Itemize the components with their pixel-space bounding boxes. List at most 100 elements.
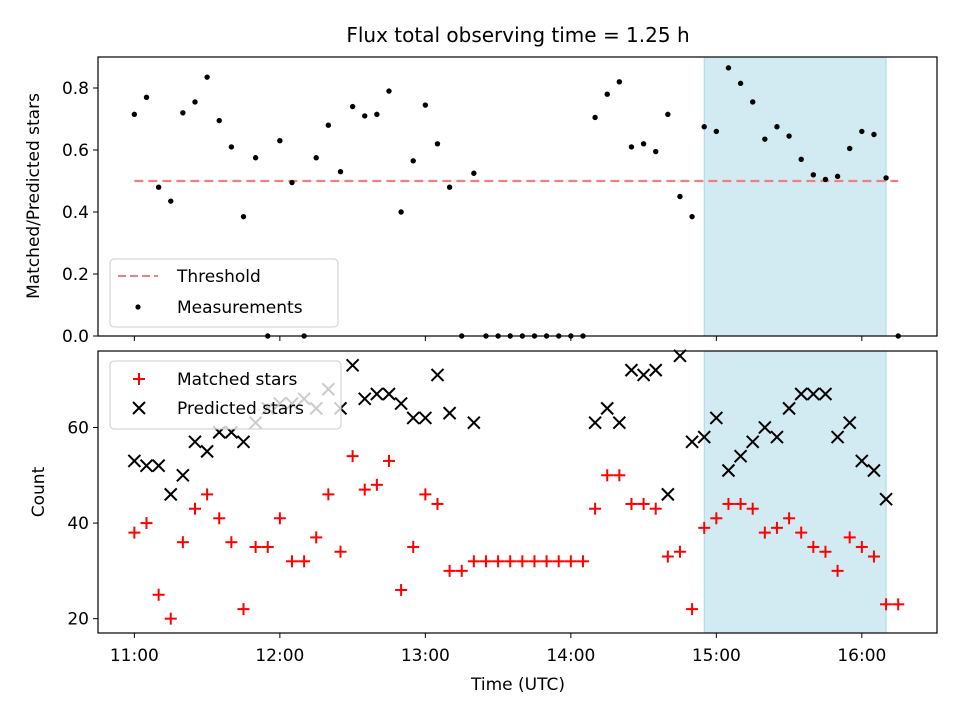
predicted-star-point [733, 449, 748, 463]
legend-measurements-swatch [135, 304, 141, 310]
matched-star-point [892, 598, 905, 611]
predicted-star-point [430, 368, 445, 382]
predicted-star-point [188, 435, 202, 449]
matched-star-point [213, 512, 226, 525]
predicted-star-point [818, 387, 833, 401]
measurement-point [131, 111, 138, 118]
bottom-axes-frame [97, 350, 938, 634]
top-legend: Threshold Measurements [109, 258, 339, 328]
legend-predicted-label: Predicted stars [177, 399, 304, 419]
predicted-star-point [830, 430, 845, 444]
predicted-star-point [176, 468, 190, 482]
predicted-star-point [612, 415, 627, 430]
measurement-point [883, 175, 889, 181]
bottom-legend: Matched stars Predicted stars [109, 360, 342, 430]
matched-star-point [576, 555, 589, 568]
top-y-tick-label: 0.2 [62, 265, 89, 285]
top-highlight-span [703, 56, 887, 337]
predicted-star-point [782, 401, 796, 416]
matched-star-point [334, 545, 347, 558]
predicted-star-point [200, 444, 214, 459]
matched-star-point [225, 536, 238, 549]
measurement-point [628, 144, 635, 150]
matched-star-point [867, 550, 880, 563]
predicted-star-point [636, 368, 651, 382]
top-y-tick-label: 0.6 [62, 141, 89, 161]
predicted-star-point [467, 415, 481, 430]
top-y-tick-label: 0.8 [62, 79, 89, 99]
predicted-star-point [127, 454, 142, 468]
measurement-point [701, 124, 707, 130]
measurement-point [422, 102, 429, 108]
matched-star-point [249, 540, 262, 553]
predicted-star-point [661, 487, 675, 502]
predicted-star-point [406, 411, 420, 425]
measurement-point [386, 88, 392, 94]
matched-star-point [770, 521, 783, 534]
predicted-star-point [867, 463, 881, 478]
matched-star-point [492, 555, 505, 568]
matched-star-point [479, 555, 492, 568]
predicted-star-point [382, 387, 396, 401]
matched-star-point [164, 612, 177, 625]
measurement-point [325, 122, 332, 128]
predicted-star-point [236, 435, 251, 449]
matched-star-point [673, 545, 686, 558]
predicted-star-point [685, 435, 699, 449]
matched-star-point [746, 502, 759, 515]
predicted-star-point [721, 463, 736, 478]
measurement-point [750, 99, 756, 105]
measurement-point [677, 193, 683, 200]
matched-star-point [661, 550, 674, 563]
measurement-point [289, 179, 295, 186]
measurement-point [143, 94, 150, 101]
x-tick-label: 14:00 [546, 646, 595, 666]
measurement-point [277, 138, 283, 144]
matched-star-point [273, 512, 286, 525]
measurement-point [810, 172, 817, 178]
predicted-star-point [673, 349, 687, 363]
matched-star-point [261, 540, 274, 553]
predicted-star-point [588, 415, 602, 430]
measurement-point [834, 173, 841, 180]
predicted-star-point [151, 459, 166, 473]
bottom-y-axis-label: Count [29, 466, 49, 517]
matched-star-point [795, 526, 808, 539]
matched-star-point [188, 502, 201, 515]
predicted-star-point [697, 430, 711, 444]
matched-star-point [358, 483, 371, 496]
matched-star-point [370, 478, 383, 491]
predicted-star-point [442, 406, 457, 420]
measurement-point [859, 128, 865, 135]
bottom-panel: 20 40 60 11:00 12:00 13:00 14:00 15:00 16:00 Co… [29, 349, 938, 695]
matched-star-point [516, 555, 529, 568]
matched-star-point [698, 521, 711, 534]
predicted-star-point [139, 459, 154, 473]
top-y-axis-label: Matched/Predicted stars [24, 93, 44, 299]
measurement-point [410, 158, 416, 164]
matched-star-point [528, 555, 541, 568]
predicted-star-point [855, 454, 869, 468]
x-axis-label: Time (UTC) [470, 675, 565, 695]
predicted-star-point [345, 358, 360, 373]
legend-predicted-swatch [132, 401, 146, 415]
matched-star-point [540, 555, 553, 568]
matched-star-point [467, 555, 480, 568]
predicted-star-point [746, 435, 760, 449]
predicted-star-point [709, 411, 724, 425]
matched-star-point [855, 540, 868, 553]
matched-star-point [431, 497, 444, 510]
measurement-point [737, 80, 744, 87]
predicted-star-point [770, 430, 784, 444]
measurement-point [180, 110, 186, 116]
matched-star-point [419, 488, 432, 501]
measurement-point [228, 144, 235, 150]
measurement-point [349, 103, 356, 110]
measurement-point [434, 141, 441, 147]
chart-title: Flux total observing time = 1.25 h [346, 23, 689, 47]
matched-star-point [298, 555, 311, 568]
matched-star-point [322, 488, 335, 501]
measurement-point [640, 141, 647, 147]
matched-star-point [346, 450, 359, 463]
